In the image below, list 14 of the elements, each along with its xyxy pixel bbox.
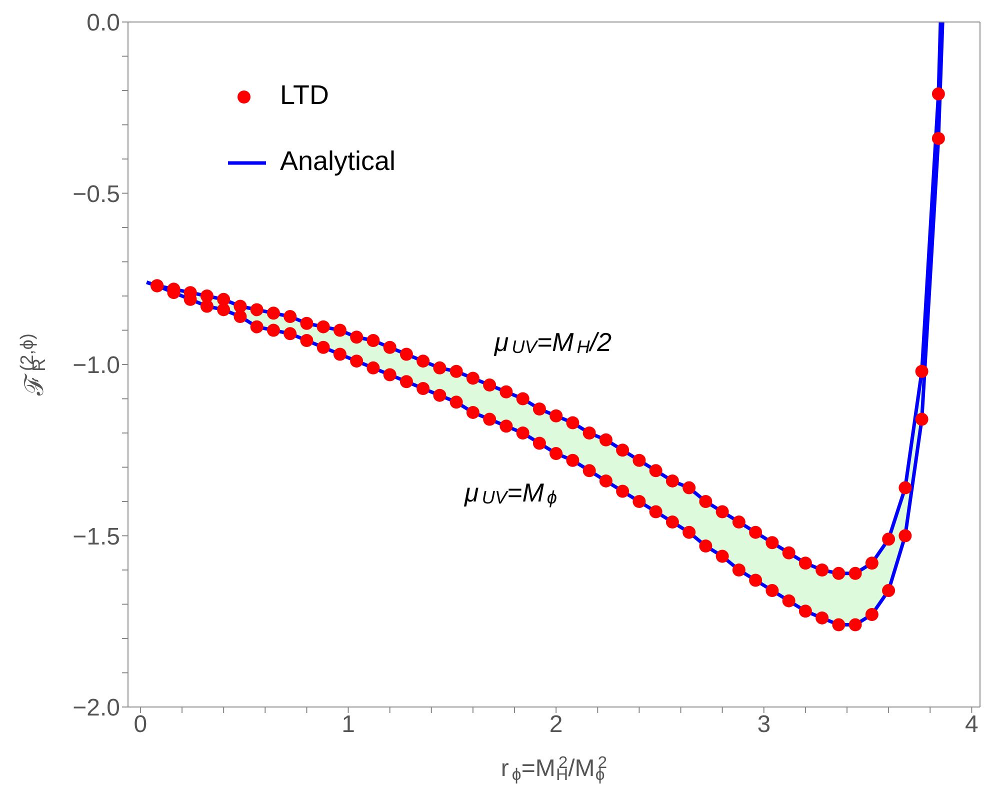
x-tick-label: 2: [549, 711, 563, 738]
legend-label: Analytical: [280, 146, 396, 176]
y-tick-label: 0.0: [86, 10, 120, 37]
y-tick-label: −2.0: [72, 694, 120, 722]
y-tick-label: −1.0: [72, 352, 120, 380]
annotation: μ$_{UV}$=M$_{ϕ}$: [464, 478, 558, 508]
y-tick-label: −1.5: [72, 523, 120, 550]
x-tick-label: 0: [134, 711, 148, 738]
x-tick-label: 1: [342, 711, 355, 738]
legend-label: LTD: [280, 80, 330, 110]
y-tick-label: −0.5: [72, 180, 120, 208]
annotation: μ$_{UV}$=M$_{H}$/2: [493, 326, 612, 358]
x-tick-label: 4: [965, 711, 978, 738]
x-tick-label: 3: [757, 711, 771, 738]
